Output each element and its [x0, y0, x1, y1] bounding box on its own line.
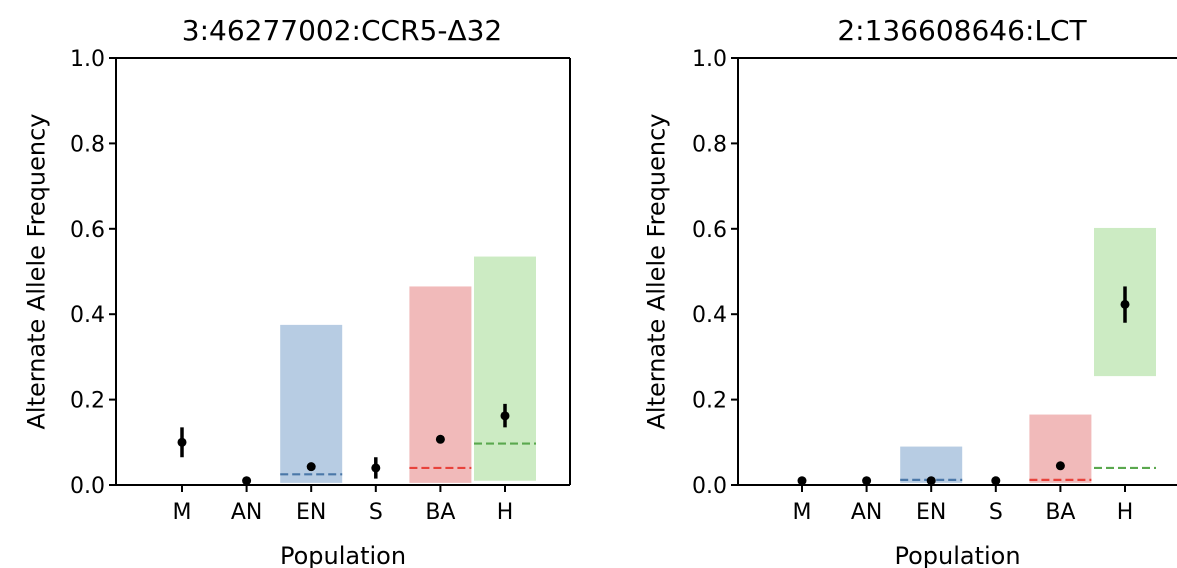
- y-tick-label: 0.6: [692, 218, 727, 243]
- y-tick-label: 0.8: [692, 132, 727, 157]
- y-tick-label: 0.4: [692, 303, 727, 328]
- y-tick-label: 0.2: [692, 389, 727, 414]
- data-point-h: [500, 411, 510, 421]
- data-point-en: [926, 476, 936, 486]
- data-point-s: [371, 463, 381, 473]
- y-tick-label: 0.8: [70, 132, 105, 157]
- data-point-ba: [435, 434, 445, 444]
- range-band-en: [280, 324, 343, 483]
- x-axis-label: Population: [894, 542, 1020, 568]
- x-tick-label: S: [989, 500, 1003, 525]
- chart-panel-1: 0.0 0.2 0.4 0.6 0.8 1.0 M AN EN S BA H 3:46277002:CC…: [22, 14, 571, 568]
- x-tick-label: EN: [916, 500, 946, 525]
- y-axis-label: Alternate Allele Frequency: [22, 114, 50, 430]
- data-point-h: [1120, 299, 1130, 309]
- y-tick-label: 0.4: [70, 303, 105, 328]
- x-tick-label: H: [497, 500, 514, 525]
- x-axis-label: Population: [280, 542, 406, 568]
- range-band-ba: [409, 286, 472, 483]
- y-tick-label: 0.0: [692, 474, 727, 499]
- x-tick-label: M: [793, 500, 812, 525]
- y-axis-label: Alternate Allele Frequency: [642, 114, 670, 430]
- x-tick-label: AN: [231, 500, 263, 525]
- data-point-m: [177, 437, 187, 447]
- range-band-h: [474, 256, 536, 481]
- y-tick-label: 1.0: [70, 47, 105, 72]
- y-tick-label: 0.6: [70, 218, 105, 243]
- y-tick-label: 1.0: [692, 47, 727, 72]
- data-point-en: [306, 462, 316, 472]
- x-tick-label: EN: [296, 500, 326, 525]
- data-point-ba: [1055, 461, 1065, 471]
- x-tick-label: AN: [851, 500, 883, 525]
- data-point-an: [242, 476, 252, 486]
- x-tick-label: BA: [1045, 500, 1075, 525]
- x-tick-label: H: [1117, 500, 1134, 525]
- data-point-s: [991, 476, 1001, 486]
- chart-title: 2:136608646:LCT: [837, 14, 1087, 47]
- range-band-ba: [1029, 414, 1092, 483]
- chart-panel-2: 0.0 0.2 0.4 0.6 0.8 1.0 M AN EN S BA H 2:136608646:L…: [642, 14, 1177, 568]
- data-point-m: [797, 476, 807, 486]
- x-tick-label: BA: [425, 500, 455, 525]
- y-tick-label: 0.0: [70, 474, 105, 499]
- chart-title: 3:46277002:CCR5-Δ32: [182, 14, 502, 47]
- x-tick-label: M: [173, 500, 192, 525]
- x-tick-label: S: [369, 500, 383, 525]
- y-tick-label: 0.2: [70, 389, 105, 414]
- data-point-an: [862, 476, 872, 486]
